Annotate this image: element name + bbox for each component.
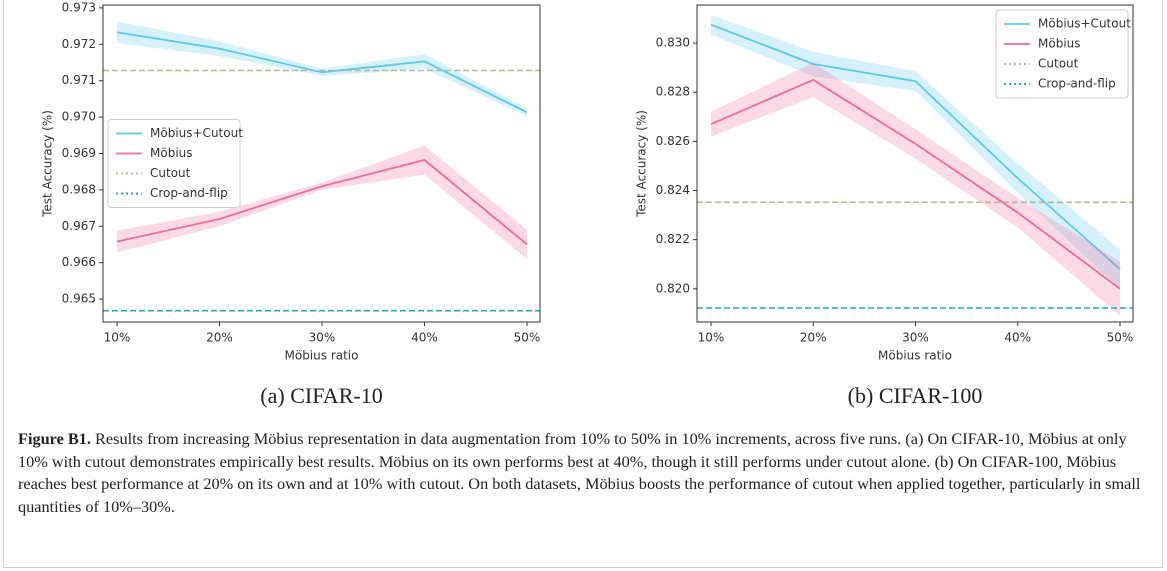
plot-frame	[696, 4, 1134, 323]
x-tick-label: 10%	[698, 331, 725, 345]
y-tick-label: 0.968	[62, 182, 96, 196]
legend-label: Crop-and-flip	[1038, 77, 1116, 91]
legend-box	[995, 9, 1129, 99]
error-band	[117, 21, 527, 117]
legend-label: Möbius	[1038, 37, 1081, 51]
y-tick-label: 0.820	[656, 281, 690, 295]
series-line	[116, 159, 528, 246]
series-line	[710, 78, 1121, 290]
y-tick-label: 0.965	[62, 292, 96, 306]
legend-label: Möbius+Cutout	[150, 126, 243, 140]
legend-box	[107, 119, 241, 208]
y-tick-label: 0.971	[62, 73, 96, 87]
y-tick-label: 0.972	[62, 37, 96, 51]
legend-label: Cutout	[150, 166, 191, 180]
y-tick-label: 0.973	[62, 0, 96, 14]
x-axis-label: Möbius ratio	[285, 349, 359, 363]
x-tick-label: 30%	[309, 331, 336, 345]
y-tick-label: 0.969	[62, 146, 96, 160]
legend-label: Möbius	[150, 146, 193, 160]
figure-frame	[3, 0, 1163, 568]
x-tick-label: 20%	[800, 331, 827, 345]
y-tick-label: 0.822	[656, 232, 690, 246]
y-tick-label: 0.824	[656, 183, 690, 197]
caption-text: Results from increasing Möbius represent…	[18, 429, 1141, 516]
x-axis-label: Möbius ratio	[878, 349, 952, 363]
caption-label: Figure B1.	[18, 429, 91, 448]
x-tick-label: 20%	[206, 331, 233, 345]
x-tick-label: 40%	[411, 331, 438, 345]
legend-label: Crop-and-flip	[150, 186, 228, 200]
y-tick-label: 0.828	[656, 85, 690, 99]
series-line	[116, 31, 528, 114]
series-line	[710, 23, 1121, 270]
y-axis-label: Test Accuracy (%)	[41, 110, 55, 218]
y-tick-label: 0.966	[62, 255, 96, 269]
y-axis-label: Test Accuracy (%)	[635, 110, 649, 218]
y-tick-label: 0.967	[62, 219, 96, 233]
x-tick-label: 40%	[1004, 331, 1031, 345]
y-tick-label: 0.830	[656, 36, 690, 50]
legend-label: Cutout	[1038, 57, 1079, 71]
error-band	[117, 145, 527, 260]
y-tick-label: 0.970	[62, 110, 96, 124]
x-tick-label: 10%	[104, 331, 131, 345]
plot-frame	[102, 4, 541, 323]
subtitle: (b) CIFAR-100	[848, 383, 983, 408]
error-band	[711, 14, 1120, 289]
x-tick-label: 50%	[514, 331, 541, 345]
x-tick-label: 30%	[902, 331, 929, 345]
x-tick-label: 50%	[1107, 331, 1134, 345]
subtitle: (a) CIFAR-10	[260, 383, 382, 408]
figure: 0.965 0.966 0.967 0.968 0.969 0.970 0.971 0.972…	[41, 0, 1134, 408]
y-tick-label: 0.826	[656, 134, 690, 148]
legend-label: Möbius+Cutout	[1038, 17, 1131, 31]
error-band	[711, 62, 1120, 316]
caption: Figure B1. Results from increasing Möbiu…	[18, 428, 1153, 518]
